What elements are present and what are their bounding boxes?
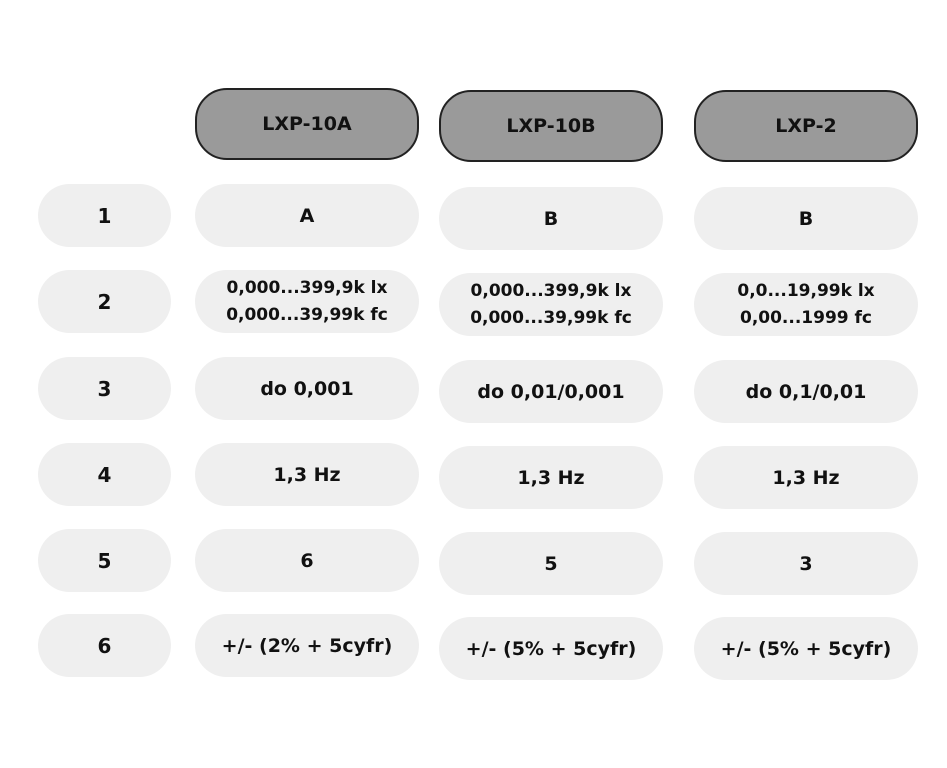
cell-text: 0,0...19,99k lx — [737, 280, 875, 301]
cell-line: +/- (5% + 5cyfr) — [721, 638, 892, 660]
cell-text: 3 — [97, 376, 112, 401]
cell-text: B — [798, 207, 814, 230]
cell-line: 0,000...399,9k lx — [471, 278, 632, 305]
row-label: 1 — [38, 184, 171, 247]
table-cell: 6 — [195, 529, 419, 592]
cell-text: do 0,01/0,001 — [477, 380, 625, 403]
row-label: 5 — [38, 529, 171, 592]
cell-line: B — [544, 208, 558, 230]
cell-line: 1,3 Hz — [517, 467, 584, 489]
cell-line: 0,000...39,99k fc — [470, 305, 632, 332]
cell-line: 0,000...399,9k lx — [227, 275, 388, 302]
row-label: 6 — [38, 614, 171, 677]
table-cell: 5 — [439, 532, 663, 595]
cell-text: A — [299, 204, 315, 227]
cell-text: 1,3 Hz — [772, 466, 840, 489]
cell-text: LXP-2 — [775, 115, 837, 137]
cell-text: 5 — [97, 548, 112, 573]
table-cell: +/- (5% + 5cyfr) — [439, 617, 663, 680]
cell-text: 6 — [300, 549, 314, 572]
cell-text: 3 — [799, 552, 813, 575]
cell-line: 0,0...19,99k lx — [737, 278, 874, 305]
cell-line: 0,000...39,99k fc — [226, 302, 388, 329]
table-cell: A — [195, 184, 419, 247]
cell-text: +/- (5% + 5cyfr) — [465, 637, 637, 660]
cell-text: +/- (5% + 5cyfr) — [720, 637, 892, 660]
table-cell: 1,3 Hz — [439, 446, 663, 509]
cell-line: do 0,01/0,001 — [477, 381, 624, 403]
cell-line: 5 — [544, 553, 557, 575]
table-cell: do 0,001 — [195, 357, 419, 420]
column-header: LXP-2 — [694, 90, 918, 162]
cell-line: +/- (2% + 5cyfr) — [222, 635, 393, 657]
cell-text: 0,000...39,99k fc — [470, 307, 632, 328]
cell-text: 2 — [97, 289, 112, 314]
cell-text: 1,3 Hz — [517, 466, 585, 489]
cell-text: 5 — [544, 552, 558, 575]
cell-text: 0,00...1999 fc — [739, 307, 873, 328]
cell-text: 0,000...39,99k fc — [226, 304, 388, 325]
cell-text: 1 — [97, 203, 112, 228]
cell-text: do 0,1/0,01 — [745, 380, 867, 403]
table-cell: 0,000...399,9k lx 0,000...39,99k fc — [195, 270, 419, 333]
cell-line: B — [799, 208, 813, 230]
cell-line: 3 — [799, 553, 812, 575]
table-cell: +/- (2% + 5cyfr) — [195, 614, 419, 677]
table-cell: B — [694, 187, 918, 250]
cell-line: 0,00...1999 fc — [740, 305, 872, 332]
table-cell: 0,000...399,9k lx 0,000...39,99k fc — [439, 273, 663, 336]
table-cell: 1,3 Hz — [694, 446, 918, 509]
cell-line: do 0,1/0,01 — [746, 381, 867, 403]
table-cell: 3 — [694, 532, 918, 595]
cell-text: 0,000...399,9k lx — [226, 277, 388, 298]
cell-text: do 0,001 — [260, 377, 354, 400]
cell-line: 1,3 Hz — [772, 467, 839, 489]
cell-line: 6 — [300, 550, 313, 572]
cell-line: +/- (5% + 5cyfr) — [466, 638, 637, 660]
table-cell: +/- (5% + 5cyfr) — [694, 617, 918, 680]
cell-text: 1,3 Hz — [273, 463, 341, 486]
table-cell: 1,3 Hz — [195, 443, 419, 506]
table-cell: B — [439, 187, 663, 250]
cell-text: LXP-10A — [262, 113, 352, 135]
row-label: 3 — [38, 357, 171, 420]
column-header: LXP-10B — [439, 90, 663, 162]
cell-text: 4 — [97, 462, 112, 487]
cell-line: do 0,001 — [260, 378, 353, 400]
table-cell: 0,0...19,99k lx 0,00...1999 fc — [694, 273, 918, 336]
row-label: 2 — [38, 270, 171, 333]
cell-text: B — [543, 207, 559, 230]
cell-text: +/- (2% + 5cyfr) — [221, 634, 393, 657]
table-cell: do 0,1/0,01 — [694, 360, 918, 423]
table-cell: do 0,01/0,001 — [439, 360, 663, 423]
cell-text: 6 — [97, 633, 112, 658]
row-label: 4 — [38, 443, 171, 506]
cell-text: LXP-10B — [506, 115, 596, 137]
column-header: LXP-10A — [195, 88, 419, 160]
cell-text: 0,000...399,9k lx — [470, 280, 632, 301]
cell-line: 1,3 Hz — [273, 464, 340, 486]
cell-line: A — [300, 205, 315, 227]
